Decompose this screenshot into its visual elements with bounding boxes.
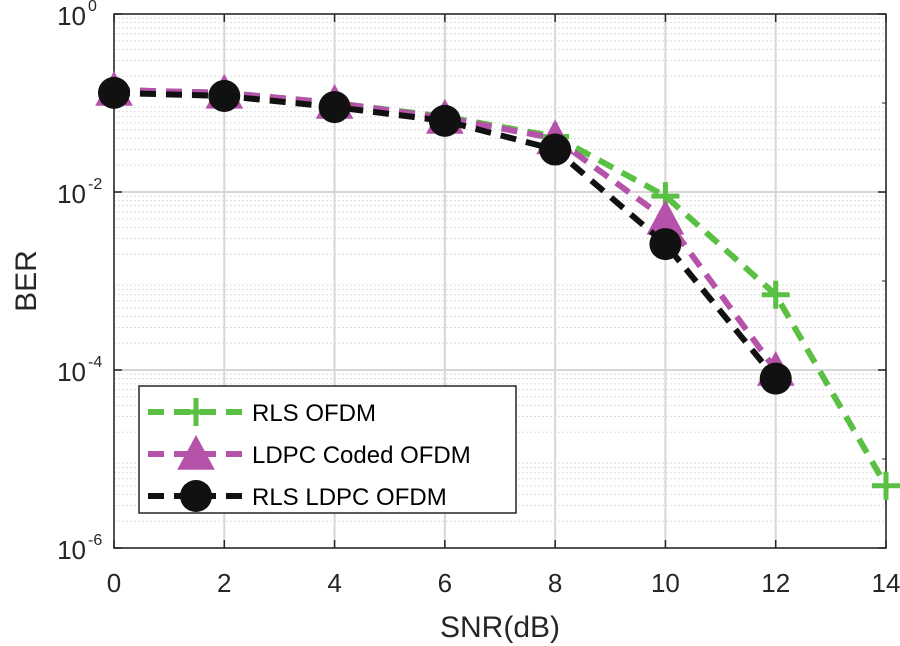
- plus-marker: [872, 471, 900, 500]
- plus-marker: [182, 398, 210, 426]
- series-2: [98, 76, 792, 395]
- circle-marker: [318, 91, 351, 124]
- legend-label: LDPC Coded OFDM: [252, 442, 471, 469]
- triangle-marker: [177, 434, 215, 470]
- legend-label: RLS LDPC OFDM: [252, 484, 447, 511]
- series-layer: [95, 70, 900, 500]
- circle-marker: [208, 79, 241, 112]
- legend: RLS OFDM LDPC Coded OFDM RLS LDPC OFDM: [138, 385, 517, 514]
- circle-marker: [180, 480, 212, 512]
- y-tick-label: 10: [57, 179, 86, 209]
- circle-marker: [539, 133, 572, 166]
- legend-entry: RLS OFDM: [148, 398, 376, 427]
- x-tick-label: 2: [217, 568, 231, 598]
- legend-entry: LDPC Coded OFDM: [148, 434, 471, 470]
- y-tick-exponent: -4: [88, 354, 102, 371]
- y-tick-label: 10: [57, 357, 86, 387]
- y-tick-label: 10: [57, 1, 86, 31]
- x-axis-label: SNR(dB): [440, 611, 560, 644]
- circle-marker: [759, 362, 792, 395]
- circle-marker: [649, 228, 682, 261]
- y-tick-exponent: -6: [88, 532, 102, 549]
- axis-ticks: [113, 13, 887, 549]
- y-tick-exponent: -2: [88, 176, 102, 193]
- x-tick-label: 12: [761, 568, 790, 598]
- x-tick-label: 14: [872, 568, 900, 598]
- x-tick-label: 10: [651, 568, 680, 598]
- y-axis-label: BER: [10, 250, 43, 312]
- x-tick-label: 6: [438, 568, 452, 598]
- x-tick-labels: 0 2 4 6 8 10 12 14: [107, 568, 900, 598]
- plus-marker: [761, 280, 790, 309]
- circle-marker: [428, 104, 461, 137]
- legend-label: RLS OFDM: [252, 400, 376, 427]
- x-tick-label: 0: [107, 568, 121, 598]
- x-tick-label: 4: [327, 568, 341, 598]
- y-tick-exponent: 0: [88, 0, 97, 15]
- x-tick-label: 8: [548, 568, 562, 598]
- legend-entry: RLS LDPC OFDM: [148, 480, 447, 512]
- y-tick-label: 10: [57, 535, 86, 565]
- circle-marker: [98, 76, 130, 109]
